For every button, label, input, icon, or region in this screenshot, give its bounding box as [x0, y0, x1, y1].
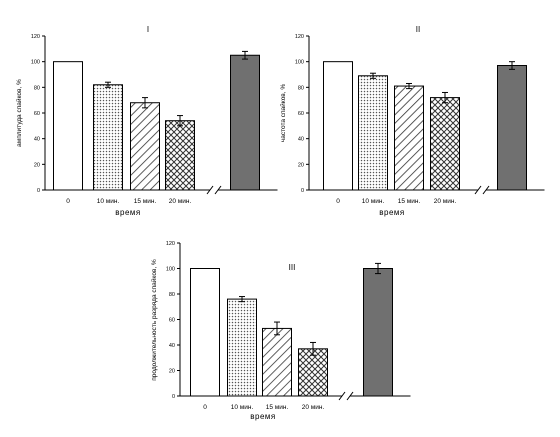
axis-break-mark [346, 391, 354, 401]
x-tick-label: 15 мин. [134, 198, 157, 205]
y-tick-label: 80 [298, 85, 304, 91]
x-tick-label: 0 [203, 404, 207, 411]
y-tick-label: 100 [295, 60, 304, 66]
bar [53, 61, 83, 191]
y-tick-label: 120 [31, 34, 40, 40]
x-tick-label: 0 [336, 198, 340, 205]
y-tick-label: 60 [34, 111, 40, 117]
y-tick-label: 0 [172, 394, 175, 400]
y-tick-label: 100 [31, 60, 40, 66]
x-tick-label: 15 мин. [398, 198, 421, 205]
y-tick-label: 40 [34, 137, 40, 143]
chart-panel-3: 0 20 40 60 80 100 120 0 10 мин. 15 мин. 20 мин. III… [150, 241, 411, 421]
chart-panel-2: 0 20 40 60 80 100 120 0 10 мин. 15 мин. 20 мин. II в… [279, 25, 545, 217]
x-axis-label: время [115, 208, 140, 217]
y-tick-label: 20 [298, 162, 304, 168]
bar [230, 54, 260, 191]
bar [430, 97, 460, 191]
y-tick-label: 20 [34, 162, 40, 168]
y-tick-label: 0 [301, 188, 304, 194]
x-tick-label: 0 [66, 198, 70, 205]
y-axis-label: амплитуда спайков, % [15, 79, 23, 147]
x-tick-label: 15 мин. [266, 404, 289, 411]
bar [298, 348, 328, 397]
y-tick-label: 80 [169, 292, 175, 298]
chart-title: II [416, 25, 420, 34]
axis-break-mark [206, 185, 214, 195]
chart-title: III [289, 263, 296, 272]
x-tick-label: 10 мин. [362, 198, 385, 205]
y-tick-label: 80 [34, 85, 40, 91]
x-tick-label: 10 мин. [97, 198, 120, 205]
y-axis-label: продолжительность разряда спайков, % [150, 259, 158, 381]
x-tick-label: 20 мин. [302, 404, 325, 411]
y-tick-label: 0 [37, 188, 40, 194]
x-axis-label: время [379, 208, 404, 217]
bar [227, 298, 257, 397]
axis-break-mark [482, 185, 490, 195]
bar [165, 120, 195, 191]
y-tick-label: 100 [166, 267, 175, 273]
y-axis-label: частота спайков, % [279, 84, 287, 143]
y-tick-label: 120 [166, 241, 175, 247]
chart-title: I [147, 25, 149, 34]
bar [190, 268, 220, 397]
y-tick-label: 20 [169, 369, 175, 375]
x-tick-label: 20 мин. [434, 198, 457, 205]
bar [130, 102, 160, 191]
y-tick-label: 60 [169, 318, 175, 324]
axis-break-mark [338, 391, 346, 401]
axis-break-mark [474, 185, 482, 195]
y-tick-label: 40 [298, 137, 304, 143]
x-tick-label: 10 мин. [231, 404, 254, 411]
bar [323, 61, 353, 191]
bar [394, 85, 424, 191]
x-tick-label: 20 мин. [169, 198, 192, 205]
axis-break-mark [214, 185, 222, 195]
y-tick-label: 60 [298, 111, 304, 117]
bar [363, 268, 393, 397]
chart-panel-1: 0 20 40 60 80 100 120 0 10 мин. 15 мин. 20 мин. Iвр… [15, 25, 278, 217]
bar [497, 65, 527, 191]
x-axis-label: время [250, 412, 275, 421]
bar [358, 75, 388, 191]
bar [262, 327, 292, 397]
y-tick-label: 40 [169, 343, 175, 349]
y-tick-label: 120 [295, 34, 304, 40]
bar [93, 84, 123, 191]
